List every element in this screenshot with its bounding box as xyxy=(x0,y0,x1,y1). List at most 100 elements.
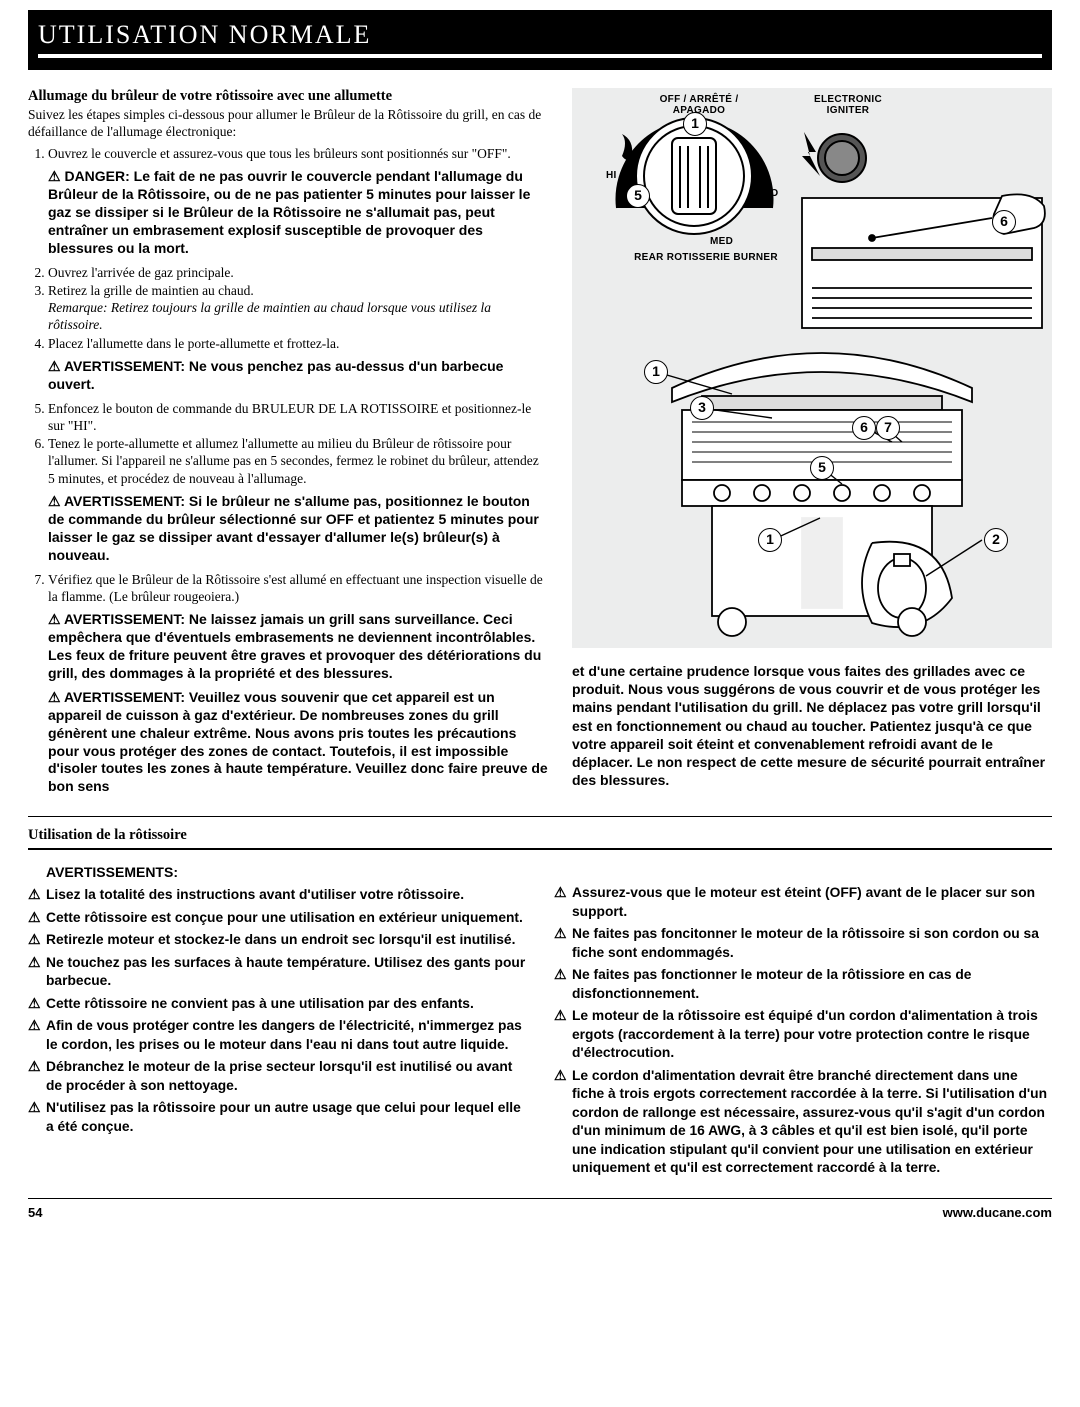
section-title: UTILISATION NORMALE xyxy=(38,20,1042,50)
warning-icon: ⚠ xyxy=(48,358,61,374)
warning-icon: ⚠ xyxy=(48,689,61,705)
avertissement-text: Cette rôtissoire est conçue pour une uti… xyxy=(46,909,523,927)
avertissement-item: ⚠ Assurez-vous que le moteur est éteint … xyxy=(554,884,1052,921)
callout-g-1: 1 xyxy=(644,360,668,384)
step-5: Enfoncez le bouton de commande du BRULEU… xyxy=(48,400,548,435)
avertissements-heading: AVERTISSEMENTS: xyxy=(28,864,526,880)
callout-top-6: 6 xyxy=(992,210,1016,234)
avertissement-text: Ne faites pas fonctionner le moteur de l… xyxy=(572,966,1052,1003)
avertissements-left: ⚠ Lisez la totalité des instructions ava… xyxy=(28,886,526,1136)
warning-block-2: ⚠ AVERTISSEMENT: Ne vous penchez pas au-… xyxy=(28,358,548,394)
warning-icon: ⚠ xyxy=(28,1099,46,1136)
avertissement-item: ⚠ Le moteur de la rôtissoire est équipé … xyxy=(554,1007,1052,1062)
warning-icon: ⚠ xyxy=(554,884,572,921)
section-header: UTILISATION NORMALE xyxy=(28,10,1052,64)
label-igniter: ELECTRONIC IGNITER xyxy=(808,94,888,116)
warning-icon: ⚠ xyxy=(28,995,46,1013)
avertissement-text: Ne faites pas foncitonner le moteur de l… xyxy=(572,925,1052,962)
callout-top-1: 1 xyxy=(683,112,707,136)
warning-cont-text: et d'une certaine prudence lorsque vous … xyxy=(572,663,1045,788)
avertissement-item: ⚠ Ne faites pas foncitonner le moteur de… xyxy=(554,925,1052,962)
page: UTILISATION NORMALE Allumage du brûleur … xyxy=(0,10,1080,1220)
warning-5-text: AVERTISSEMENT: Veuillez vous souvenir qu… xyxy=(48,689,548,795)
warning-icon: ⚠ xyxy=(48,611,61,627)
avertissement-text: Retirezle moteur et stockez-le dans un e… xyxy=(46,931,515,949)
warning-icon: ⚠ xyxy=(28,1058,46,1095)
warning-icon: ⚠ xyxy=(554,925,572,962)
burner-diagram: OFF / ARRÊTÉ / APAGADO ELECTRONIC IGNITE… xyxy=(572,88,1052,648)
avertissement-text: Débranchez le moteur de la prise secteur… xyxy=(46,1058,526,1095)
step-4: Placez l'allumette dans le porte-allumet… xyxy=(48,335,548,352)
warning-icon: ⚠ xyxy=(28,954,46,991)
right-column: OFF / ARRÊTÉ / APAGADO ELECTRONIC IGNITE… xyxy=(572,88,1052,802)
avertissement-text: Ne touchez pas les surfaces à haute temp… xyxy=(46,954,526,991)
divider-thick xyxy=(28,848,1052,850)
warning-icon: ⚠ xyxy=(554,1067,572,1178)
callout-g-5: 5 xyxy=(810,456,834,480)
warning-icon: ⚠ xyxy=(28,1017,46,1054)
warning-4-text: AVERTISSEMENT: Ne laissez jamais un gril… xyxy=(48,611,541,681)
avertissement-item: ⚠ Débranchez le moteur de la prise secte… xyxy=(28,1058,526,1095)
avertissement-text: Lisez la totalité des instructions avant… xyxy=(46,886,464,904)
label-lo: LO xyxy=(764,188,779,199)
warning-3-text: AVERTISSEMENT: Si le brûleur ne s'allume… xyxy=(48,493,539,563)
page-footer: 54 www.ducane.com xyxy=(28,1198,1052,1220)
step-3: Retirez la grille de maintien au chaud. … xyxy=(48,282,548,334)
avertissement-text: Afin de vous protéger contre les dangers… xyxy=(46,1017,526,1054)
warning-2-text: AVERTISSEMENT: Ne vous penchez pas au-de… xyxy=(48,358,503,392)
label-burner: REAR ROTISSERIE BURNER xyxy=(626,252,786,263)
callout-g-2: 2 xyxy=(984,528,1008,552)
header-rule xyxy=(38,54,1042,58)
avertissement-item: ⚠ Afin de vous protéger contre les dange… xyxy=(28,1017,526,1054)
callout-g-6: 6 xyxy=(852,416,876,440)
left-column: Allumage du brûleur de votre rôtissoire … xyxy=(28,88,548,802)
label-hi: HI xyxy=(606,170,617,181)
callout-g-7: 7 xyxy=(876,416,900,440)
step-1: Ouvrez le couvercle et assurez-vous que … xyxy=(48,145,548,162)
avertissement-text: N'utilisez pas la rôtissoire pour un aut… xyxy=(46,1099,526,1136)
step-6: Tenez le porte-allumette et allumez l'al… xyxy=(48,435,548,487)
warning-icon: ⚠ xyxy=(554,966,572,1003)
avertissement-item: ⚠ Retirezle moteur et stockez-le dans un… xyxy=(28,931,526,949)
step-7: Vérifiez que le Brûleur de la Rôtissoire… xyxy=(48,571,548,606)
step-3-note: Remarque: Retirez toujours la grille de … xyxy=(48,300,491,332)
steps-list-c: Enfoncez le bouton de commande du BRULEU… xyxy=(28,400,548,487)
warning-icon: ⚠ xyxy=(28,909,46,927)
rotisserie-heading: Utilisation de la rôtissoire xyxy=(28,827,1052,844)
avertissement-item: ⚠ Le cordon d'alimentation devrait être … xyxy=(554,1067,1052,1178)
divider xyxy=(28,816,1052,817)
steps-list-d: Vérifiez que le Brûleur de la Rôtissoire… xyxy=(28,571,548,606)
avertissement-item: ⚠ N'utilisez pas la rôtissoire pour un a… xyxy=(28,1099,526,1136)
warning-icon: ⚠ xyxy=(48,168,61,184)
warning-icon: ⚠ xyxy=(48,493,61,509)
warning-continuation: et d'une certaine prudence lorsque vous … xyxy=(572,662,1052,789)
avertissement-text: Le moteur de la rôtissoire est équipé d'… xyxy=(572,1007,1052,1062)
lead-paragraph: Suivez les étapes simples ci-dessous pou… xyxy=(28,107,548,141)
callout-g-3: 3 xyxy=(690,396,714,420)
danger-text: DANGER: Le fait de ne pas ouvrir le couv… xyxy=(48,168,530,256)
warning-icon: ⚠ xyxy=(28,931,46,949)
warning-icon: ⚠ xyxy=(28,886,46,904)
bottom-left: AVERTISSEMENTS: ⚠ Lisez la totalité des … xyxy=(28,858,526,1181)
warning-block-4: ⚠ AVERTISSEMENT: Ne laissez jamais un gr… xyxy=(28,611,548,683)
warning-block-5: ⚠ AVERTISSEMENT: Veuillez vous souvenir … xyxy=(28,689,548,796)
avertissement-item: ⚠ Ne touchez pas les surfaces à haute te… xyxy=(28,954,526,991)
avertissement-text: Cette rôtissoire ne convient pas à une u… xyxy=(46,995,474,1013)
subsection-heading: Allumage du brûleur de votre rôtissoire … xyxy=(28,88,548,105)
footer-url: www.ducane.com xyxy=(943,1205,1052,1220)
bottom-columns: AVERTISSEMENTS: ⚠ Lisez la totalité des … xyxy=(28,858,1052,1181)
avertissement-text: Assurez-vous que le moteur est éteint (O… xyxy=(572,884,1052,921)
callout-top-5: 5 xyxy=(626,184,650,208)
warning-icon: ⚠ xyxy=(554,1007,572,1062)
warning-block-3: ⚠ AVERTISSEMENT: Si le brûleur ne s'allu… xyxy=(28,493,548,565)
steps-list-a: Ouvrez le couvercle et assurez-vous que … xyxy=(28,145,548,162)
header-bottom-bar xyxy=(28,64,1052,70)
avertissement-item: ⚠ Lisez la totalité des instructions ava… xyxy=(28,886,526,904)
spacer xyxy=(554,858,1052,884)
avertissement-item: ⚠ Cette rôtissoire ne convient pas à une… xyxy=(28,995,526,1013)
label-med: MED xyxy=(710,236,733,247)
avertissement-item: ⚠ Ne faites pas fonctionner le moteur de… xyxy=(554,966,1052,1003)
avertissement-item: ⚠ Cette rôtissoire est conçue pour une u… xyxy=(28,909,526,927)
bottom-right: ⚠ Assurez-vous que le moteur est éteint … xyxy=(554,858,1052,1181)
avertissement-text: Le cordon d'alimentation devrait être br… xyxy=(572,1067,1052,1178)
